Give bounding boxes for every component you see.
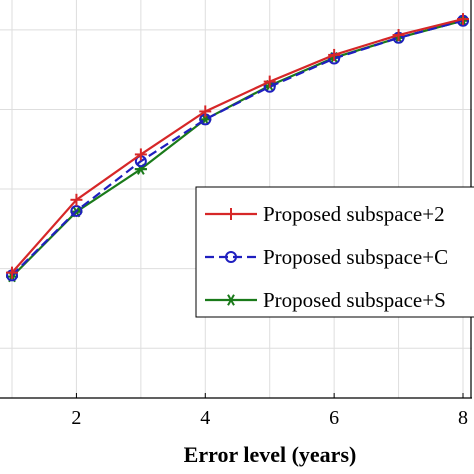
data-point <box>392 29 405 42</box>
legend-entry-3: Proposed subspace+S <box>205 288 446 312</box>
legend-entry-2: Proposed subspace+C <box>205 245 448 269</box>
legend-box <box>195 186 474 318</box>
legend-marker-2 <box>225 251 237 263</box>
x-tick-label-4: 4 <box>200 407 210 429</box>
series-layer <box>6 13 469 283</box>
data-point <box>199 105 212 118</box>
legend-marker-1 <box>225 208 237 220</box>
legend-label-3: Proposed subspace+S <box>263 288 446 312</box>
legend-marker-glyph <box>225 251 237 263</box>
legend-marker-3 <box>225 294 237 306</box>
data-point <box>6 266 18 279</box>
legend-label-1: Proposed subspace+2 <box>263 202 445 226</box>
legend: Proposed subspace+2 Proposed subspace+C … <box>195 186 474 318</box>
x-tick-label-6: 6 <box>329 407 339 429</box>
series-1 <box>6 13 469 279</box>
legend-entry-1: Proposed subspace+2 <box>205 202 445 226</box>
legend-marker-glyph <box>225 294 237 306</box>
data-point <box>70 204 83 217</box>
series-line-1 <box>11 18 464 274</box>
data-point <box>134 148 147 161</box>
legend-marker-glyph <box>225 208 237 220</box>
data-point <box>457 13 469 26</box>
data-point <box>263 75 276 88</box>
series-line-2 <box>11 19 464 277</box>
x-tick-label-8: 8 <box>458 407 468 429</box>
legend-label-2: Proposed subspace+C <box>263 245 448 269</box>
x-axis-label: Error level (years) <box>184 442 357 467</box>
x-tick-labels: 2 4 6 8 <box>71 407 468 429</box>
data-point <box>70 193 83 206</box>
data-point <box>328 48 341 61</box>
x-tick-label-2: 2 <box>71 407 81 429</box>
